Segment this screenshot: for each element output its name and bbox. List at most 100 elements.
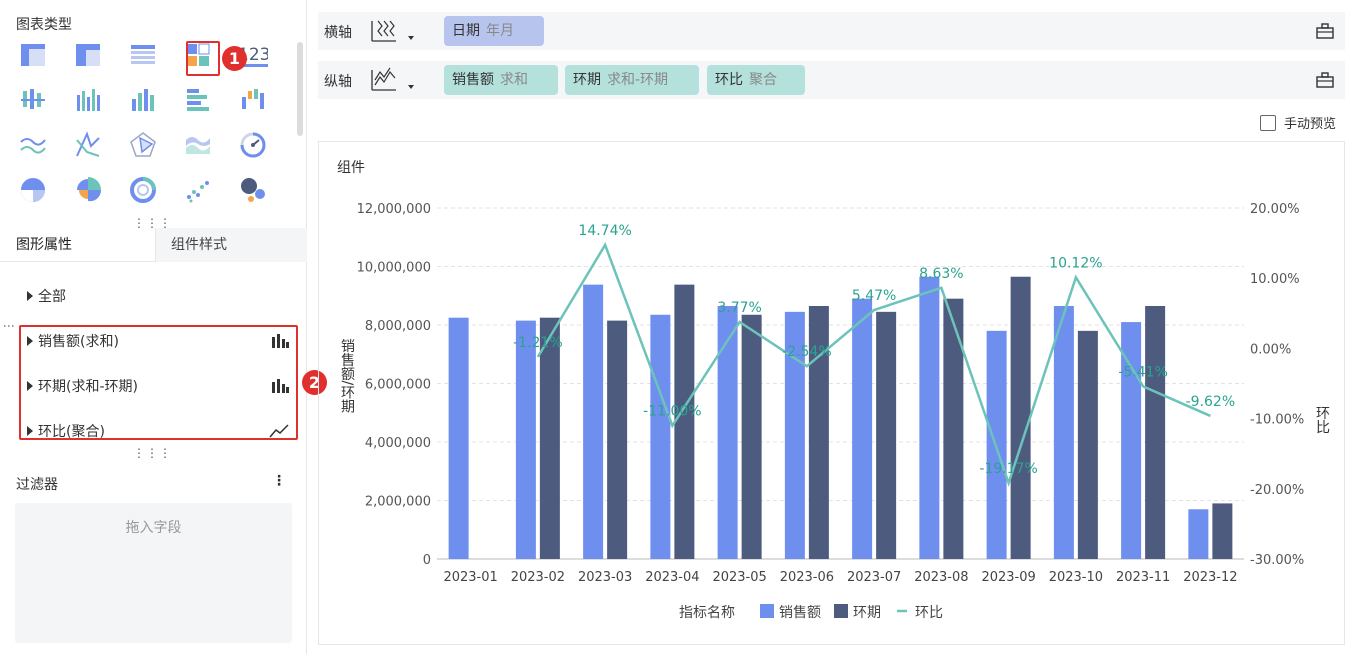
scatter-icon[interactable] xyxy=(183,175,213,205)
custom-chart-icon[interactable] xyxy=(183,40,213,70)
ratio-data-label: -19.17% xyxy=(979,461,1037,477)
chart-canvas: 组件 0 2,000,000 4,000,000 6,000,000 8,000,000 1… xyxy=(337,160,1330,621)
bar-prev xyxy=(1010,276,1031,559)
y-tick-label: 0 xyxy=(423,553,431,568)
manual-preview-toggle[interactable]: 手动预览 xyxy=(1260,113,1336,132)
chart-title: 组件 xyxy=(337,160,365,176)
radar-line-icon[interactable] xyxy=(73,130,103,160)
grouped-bar-icon-glyph xyxy=(77,89,100,111)
ratio-data-label: -5.41% xyxy=(1118,364,1168,380)
x-field-pill-date[interactable]: 日期 年月 xyxy=(444,16,544,46)
y-field-pill-sales[interactable]: 销售额 求和 xyxy=(444,65,558,95)
column-chart-icon[interactable] xyxy=(128,85,158,115)
chevron-down-icon[interactable] xyxy=(408,85,414,89)
pill-name: 环期 xyxy=(573,72,601,88)
x-axis-settings-icon[interactable] xyxy=(1315,21,1335,41)
horizontal-bar-icon[interactable] xyxy=(183,85,213,115)
bar-chart-icon[interactable] xyxy=(271,334,289,348)
prop-label: 全部 xyxy=(38,289,66,305)
rose-chart-icon-glyph xyxy=(77,177,102,202)
filter-placeholder: 拖入字段 xyxy=(125,520,182,536)
radar-chart-icon[interactable] xyxy=(128,130,158,160)
filter-more-icon[interactable]: ⋮ xyxy=(272,473,286,489)
table-icon[interactable] xyxy=(18,40,48,70)
ratio-data-label: -11.00% xyxy=(643,404,701,420)
bar-sales xyxy=(784,311,805,559)
line-chart-icon-glyph xyxy=(20,138,46,154)
resize-handle-top[interactable]: ⋮⋮⋮ xyxy=(133,216,172,230)
property-tabs: 图形属性 组件样式 xyxy=(0,228,307,262)
waterfall-icon[interactable] xyxy=(238,85,268,115)
chevron-down-icon[interactable] xyxy=(408,36,414,40)
annotation-badge-1: 1 xyxy=(222,46,247,71)
stacked-bar-icon[interactable] xyxy=(18,85,48,115)
legend-title: 指标名称 xyxy=(679,605,735,621)
prop-label: 环期(求和-环期) xyxy=(38,379,138,395)
y-field-pill-prev[interactable]: 环期 求和-环期 xyxy=(565,65,699,95)
prop-prev[interactable]: 环期(求和-环期) xyxy=(27,376,289,396)
bar-prev xyxy=(674,284,695,559)
bar-chart-icon[interactable] xyxy=(271,379,289,393)
waterfall-icon-glyph xyxy=(242,89,264,109)
radar-line-icon-glyph xyxy=(76,131,100,157)
manual-preview-checkbox[interactable] xyxy=(1260,114,1276,131)
rose-chart-icon[interactable] xyxy=(73,175,103,205)
y2-tick-label: -10.00% xyxy=(1250,413,1304,428)
x-tick-label: 2023-05 xyxy=(712,570,766,585)
bar-sales xyxy=(852,298,873,559)
pill-name: 环比 xyxy=(715,72,743,88)
line-chart-icon[interactable] xyxy=(18,130,48,160)
bubble-icon[interactable] xyxy=(238,175,268,205)
y-tick-label: 8,000,000 xyxy=(365,319,431,334)
bar-prev xyxy=(741,314,762,559)
x-tick-label: 2023-10 xyxy=(1049,570,1103,585)
prop-sales[interactable]: 销售额(求和) xyxy=(27,331,289,351)
prop-label: 销售额(求和) xyxy=(38,334,119,350)
filter-drop-zone[interactable]: 拖入字段 xyxy=(15,503,292,643)
bar-sales xyxy=(1121,322,1142,559)
left-collapse-handle[interactable]: ⋮ xyxy=(2,320,16,332)
expand-triangle-icon xyxy=(27,291,33,301)
y-axis-settings-icon[interactable] xyxy=(1315,70,1335,90)
x-tick-label: 2023-06 xyxy=(780,570,834,585)
bar-prev xyxy=(539,317,560,559)
prop-all[interactable]: 全部 xyxy=(27,286,66,306)
bar-prev xyxy=(808,305,829,559)
chart-type-scrollbar[interactable] xyxy=(297,42,303,136)
bar-sales xyxy=(515,320,536,559)
chart-component: 组件 0 2,000,000 4,000,000 6,000,000 8,000,000 1… xyxy=(318,141,1345,645)
y-axis-row: 纵轴 销售额 求和 环期 求和-环期 环比 聚合 xyxy=(318,61,1345,99)
resize-handle-bottom[interactable]: ⋮⋮⋮ xyxy=(133,446,172,460)
x-tick-label: 2023-07 xyxy=(847,570,901,585)
area-chart-icon-glyph xyxy=(186,137,210,154)
x-axis-sort-icon[interactable] xyxy=(370,17,398,45)
gauge-icon[interactable] xyxy=(238,130,268,160)
grouped-bar-icon[interactable] xyxy=(73,85,103,115)
y2-tick-label: 0.00% xyxy=(1250,342,1291,357)
stacked-bar-icon-glyph xyxy=(21,89,45,109)
left-panel: 图表类型 123 1 ⋮⋮⋮ 图形属性 组件样式 全部 2 销售额(求和) 环期… xyxy=(0,0,327,654)
bar-prev xyxy=(876,311,897,559)
legend-label-sales: 销售额 xyxy=(779,605,821,621)
detail-table-icon[interactable] xyxy=(128,40,158,70)
tab-graph-properties[interactable]: 图形属性 xyxy=(16,237,72,253)
pill-sub: 求和-环期 xyxy=(607,72,669,88)
tab-component-style[interactable]: 组件样式 xyxy=(155,228,307,262)
ring-chart-icon[interactable] xyxy=(128,175,158,205)
filter-title: 过滤器 xyxy=(16,477,58,493)
bar-prev xyxy=(1077,330,1098,559)
y-tick-label: 10,000,000 xyxy=(357,261,431,276)
line-chart-icon[interactable] xyxy=(269,424,289,438)
y-field-pill-ratio[interactable]: 环比 聚合 xyxy=(707,65,805,95)
y-axis-sort-icon[interactable] xyxy=(370,66,398,94)
ratio-data-label: 5.47% xyxy=(852,288,896,304)
area-chart-icon[interactable] xyxy=(183,130,213,160)
crosstab-icon-glyph xyxy=(76,44,100,66)
bar-sales xyxy=(717,305,738,559)
legend-label-ratio: 环比 xyxy=(915,605,943,621)
prop-ratio[interactable]: 环比(聚合) xyxy=(27,421,289,441)
pie-chart-icon[interactable] xyxy=(18,175,48,205)
y2-tick-label: 20.00% xyxy=(1250,202,1300,217)
crosstab-icon[interactable] xyxy=(73,40,103,70)
